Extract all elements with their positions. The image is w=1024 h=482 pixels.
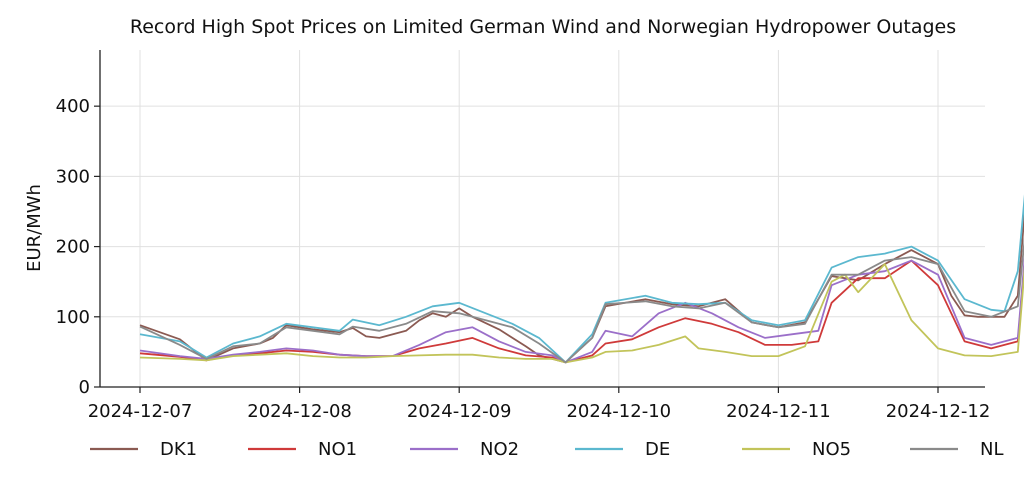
x-tick-label: 2024-12-10 [566,401,671,422]
x-tick-label: 2024-12-12 [886,401,991,422]
x-tick-label: 2024-12-08 [247,401,352,422]
series-line-nl [139,236,1024,364]
legend-label-de: DE [645,439,670,460]
y-tick-label: 0 [79,377,90,398]
series-line-dk1 [139,209,1024,364]
series-line-no5 [139,263,1024,364]
legend-label-no5: NO5 [812,439,851,460]
x-tick-label: 2024-12-11 [726,401,831,422]
legend-label-dk1: DK1 [160,439,197,460]
chart-title: Record High Spot Prices on Limited Germa… [130,16,956,38]
legend-label-nl: NL [980,439,1004,460]
series-line-no2 [139,255,1024,364]
x-tick-label: 2024-12-09 [407,401,512,422]
series-line-de [139,194,1024,364]
y-tick-label: 400 [56,96,90,117]
axes: 0 100 200 300 400 2024-12-07 2024-12-08 2024-12… [56,50,991,422]
y-tick-label: 300 [56,166,90,187]
x-tick-label: 2024-12-07 [88,401,193,422]
legend: DK1 NO1 NO2 DE NO5 NL [90,439,1004,460]
gridlines [100,50,985,387]
y-tick-label: 100 [56,307,90,328]
legend-label-no2: NO2 [480,439,519,460]
legend-label-no1: NO1 [318,439,357,460]
series-lines [139,194,1024,364]
y-axis-label: EUR/MWh [24,184,45,272]
y-tick-label: 200 [56,237,90,258]
